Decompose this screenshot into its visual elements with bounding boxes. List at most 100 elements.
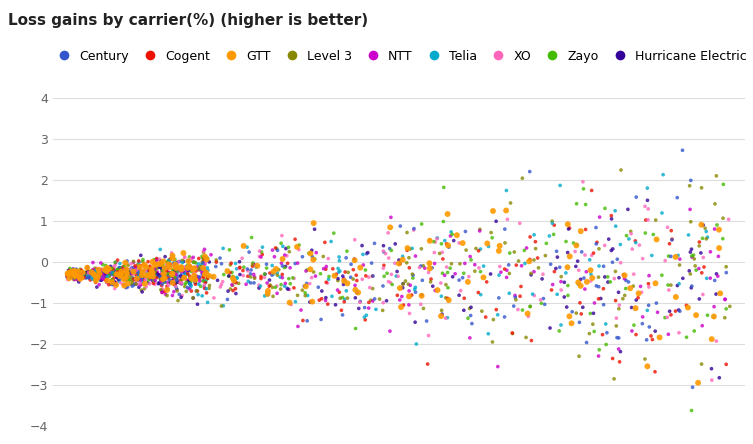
Point — [233, 280, 245, 287]
Point — [558, 293, 570, 301]
Point — [663, 331, 675, 338]
Point — [113, 267, 125, 274]
Point — [90, 267, 102, 274]
Point — [170, 284, 182, 291]
Point — [493, 272, 505, 279]
Point — [175, 275, 187, 282]
Point — [441, 210, 453, 218]
Point — [197, 248, 209, 255]
Point — [599, 205, 611, 212]
Point — [139, 262, 151, 270]
Point — [160, 262, 172, 269]
Point — [126, 278, 138, 285]
Point — [643, 323, 655, 330]
Point — [63, 268, 75, 275]
Point — [148, 267, 160, 274]
Point — [91, 284, 103, 291]
Point — [151, 270, 163, 277]
Point — [184, 254, 196, 261]
Point — [440, 315, 452, 322]
Point — [197, 254, 209, 262]
Point — [93, 274, 105, 281]
Point — [136, 287, 148, 294]
Point — [710, 337, 722, 345]
Point — [203, 282, 215, 289]
Point — [183, 276, 195, 283]
Point — [105, 270, 117, 278]
Point — [127, 282, 139, 289]
Point — [593, 295, 605, 302]
Point — [378, 273, 390, 280]
Point — [183, 258, 195, 265]
Point — [154, 271, 166, 278]
Point — [223, 273, 235, 280]
Point — [333, 269, 345, 276]
Point — [599, 242, 611, 249]
Point — [169, 280, 181, 287]
Point — [145, 273, 157, 280]
Point — [117, 270, 129, 277]
Point — [358, 313, 370, 321]
Point — [283, 248, 295, 255]
Point — [218, 271, 230, 278]
Point — [103, 272, 115, 279]
Point — [713, 245, 725, 252]
Point — [107, 269, 119, 276]
Point — [180, 265, 192, 272]
Point — [147, 273, 159, 280]
Point — [90, 277, 102, 284]
Point — [161, 264, 173, 271]
Point — [272, 247, 284, 254]
Point — [108, 271, 120, 278]
Point — [525, 271, 537, 278]
Point — [130, 269, 142, 276]
Point — [191, 287, 203, 294]
Point — [255, 248, 267, 255]
Point — [151, 258, 163, 265]
Point — [351, 277, 363, 284]
Point — [175, 264, 187, 271]
Point — [386, 247, 398, 254]
Point — [184, 263, 196, 270]
Point — [671, 194, 683, 201]
Point — [593, 283, 605, 290]
Point — [349, 286, 361, 293]
Point — [164, 263, 176, 270]
Point — [170, 271, 182, 278]
Point — [595, 295, 607, 302]
Point — [169, 278, 181, 285]
Point — [212, 277, 224, 284]
Point — [221, 296, 233, 303]
Point — [71, 270, 83, 277]
Point — [175, 266, 187, 273]
Point — [87, 276, 99, 283]
Point — [626, 327, 638, 334]
Point — [546, 220, 558, 227]
Point — [532, 264, 544, 271]
Point — [162, 285, 174, 293]
Point — [125, 265, 137, 272]
Point — [684, 270, 697, 278]
Point — [102, 270, 114, 277]
Point — [378, 262, 390, 269]
Point — [170, 265, 182, 272]
Point — [694, 295, 706, 302]
Point — [176, 257, 188, 264]
Point — [69, 270, 81, 277]
Point — [86, 267, 98, 274]
Point — [284, 280, 296, 287]
Point — [136, 268, 148, 275]
Point — [113, 266, 125, 273]
Point — [455, 287, 467, 294]
Point — [315, 270, 327, 278]
Point — [718, 181, 730, 188]
Point — [607, 355, 619, 362]
Point — [62, 270, 75, 277]
Point — [103, 273, 115, 280]
Point — [87, 266, 99, 273]
Point — [587, 250, 599, 257]
Point — [490, 218, 502, 225]
Point — [416, 245, 428, 252]
Point — [586, 187, 598, 194]
Point — [363, 274, 375, 281]
